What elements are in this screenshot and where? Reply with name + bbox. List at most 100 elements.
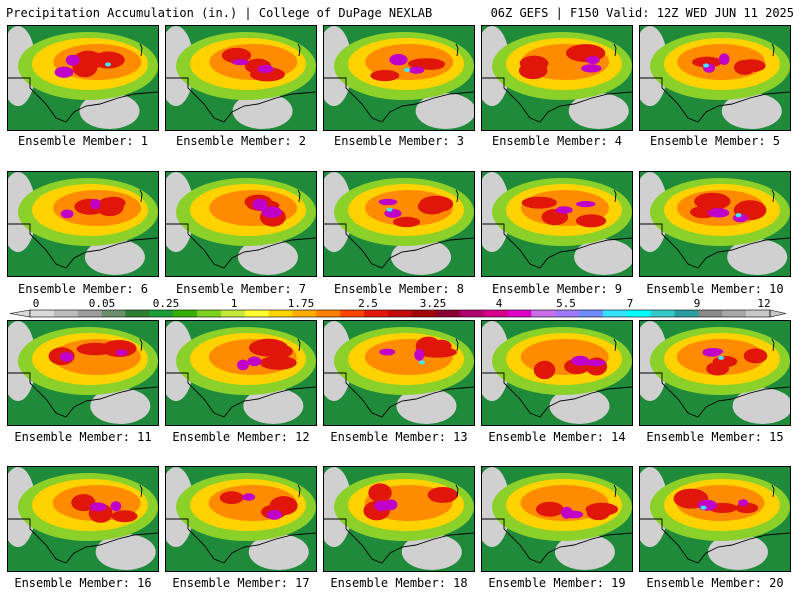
colorbar-tick-label: 12 — [757, 297, 770, 310]
state-border-outline — [8, 223, 158, 269]
max-precip-area — [59, 352, 74, 362]
dry-area — [727, 239, 788, 275]
state-border-outline — [8, 77, 158, 123]
ensemble-member-map — [481, 466, 633, 572]
lake-outline — [771, 338, 775, 352]
lake-outline — [771, 484, 775, 498]
extreme-precip-area — [219, 491, 244, 505]
max-precip-area — [115, 349, 128, 356]
colorbar-segment — [698, 310, 723, 317]
dry-area — [79, 93, 140, 129]
colorbar-tick-label: 1 — [231, 297, 238, 310]
precip-map-svg — [166, 467, 316, 571]
ensemble-member-label: Ensemble Member: 11 — [14, 430, 152, 444]
dry-area — [732, 388, 790, 424]
peak-precip-area — [700, 505, 707, 510]
colorbar-segment — [531, 310, 556, 317]
precip-map-svg — [8, 467, 158, 571]
precip-map-svg — [324, 321, 474, 425]
colorbar-segment — [244, 310, 270, 317]
ensemble-member-label: Ensemble Member: 3 — [333, 134, 465, 148]
lake-outline — [139, 189, 143, 203]
max-precip-area — [586, 55, 600, 65]
ensemble-member-map — [7, 466, 159, 572]
max-precip-area — [379, 348, 396, 356]
colorbar-outline — [29, 309, 771, 318]
ensemble-member-map — [323, 25, 475, 131]
precip-map-svg — [8, 321, 158, 425]
colorbar-segment — [30, 310, 55, 317]
map-title: Precipitation Accumulation (in.) | Colle… — [6, 6, 433, 20]
ensemble-member-map — [323, 466, 475, 572]
extreme-precip-area — [267, 344, 293, 359]
precip-map-svg — [640, 26, 790, 130]
ensemble-member-label: Ensemble Member: 16 — [14, 576, 152, 590]
max-precip-area — [257, 64, 274, 74]
dry-area — [415, 93, 474, 129]
precip-map-svg — [166, 172, 316, 276]
colorbar-segment — [197, 310, 222, 317]
colorbar-tick-label: 1.75 — [288, 297, 315, 310]
max-precip-area — [581, 64, 602, 73]
ensemble-member-map — [639, 171, 791, 277]
colorbar-segment — [483, 310, 508, 317]
state-border-outline — [482, 77, 632, 123]
state-border-outline — [324, 223, 474, 269]
colorbar-tick-label: 2.5 — [358, 297, 378, 310]
precip-map-svg — [482, 172, 632, 276]
state-border-outline — [8, 372, 158, 418]
max-precip-area — [89, 502, 107, 512]
state-border-outline — [640, 372, 790, 418]
precip-map-svg — [482, 321, 632, 425]
colorbar-segment — [722, 310, 747, 317]
colorbar-svg: 0 0.05 0.25 1 1.75 2.5 3.25 4 5.5 7 9 12 — [9, 297, 787, 318]
lake-outline — [139, 484, 143, 498]
dry-area — [396, 388, 457, 424]
max-precip-area — [242, 493, 256, 501]
dry-area — [237, 239, 298, 275]
colorbar-segment — [435, 310, 461, 317]
state-border-outline — [482, 372, 632, 418]
precip-map-svg — [166, 26, 316, 130]
lake-outline — [771, 43, 775, 57]
max-precip-area — [54, 66, 74, 78]
max-precip-area — [65, 54, 80, 66]
precip-map-svg — [324, 26, 474, 130]
lake-outline — [139, 338, 143, 352]
colorbar-segment — [507, 310, 532, 317]
lake-outline — [297, 484, 301, 498]
extreme-precip-area — [393, 216, 421, 228]
state-border-outline — [640, 223, 790, 269]
colorbar-tick-label: 0.25 — [153, 297, 180, 310]
peak-precip-area — [386, 207, 393, 212]
ensemble-member-map — [323, 320, 475, 426]
ensemble-member-label: Ensemble Member: 8 — [333, 282, 465, 296]
extreme-precip-area — [368, 483, 392, 503]
ensemble-member-map — [165, 171, 317, 277]
precip-map-svg — [640, 321, 790, 425]
colorbar-segment — [411, 310, 437, 317]
precip-map-svg — [640, 172, 790, 276]
colorbar-segment — [340, 310, 365, 317]
colorbar-tick-label: 9 — [694, 297, 701, 310]
max-precip-area — [90, 198, 101, 210]
ensemble-member-label: Ensemble Member: 13 — [330, 430, 468, 444]
ensemble-member-map — [7, 320, 159, 426]
extreme-precip-area — [694, 192, 731, 210]
dry-area — [554, 534, 615, 570]
dry-area — [401, 534, 462, 570]
extreme-precip-area — [692, 56, 723, 68]
extreme-precip-area — [533, 360, 556, 380]
ensemble-member-label: Ensemble Member: 19 — [488, 576, 626, 590]
extreme-precip-area — [518, 62, 548, 80]
peak-precip-area — [419, 360, 426, 365]
valid-time-label: 06Z GEFS | F150 Valid: 12Z WED JUN 11 20… — [490, 6, 794, 20]
state-border-outline — [166, 223, 316, 269]
dry-area — [391, 239, 452, 275]
dry-area — [574, 239, 632, 275]
peak-precip-area — [105, 62, 112, 67]
dry-area — [568, 93, 629, 129]
state-border-outline — [640, 518, 790, 564]
extreme-precip-area — [417, 198, 447, 215]
lake-outline — [139, 43, 143, 57]
